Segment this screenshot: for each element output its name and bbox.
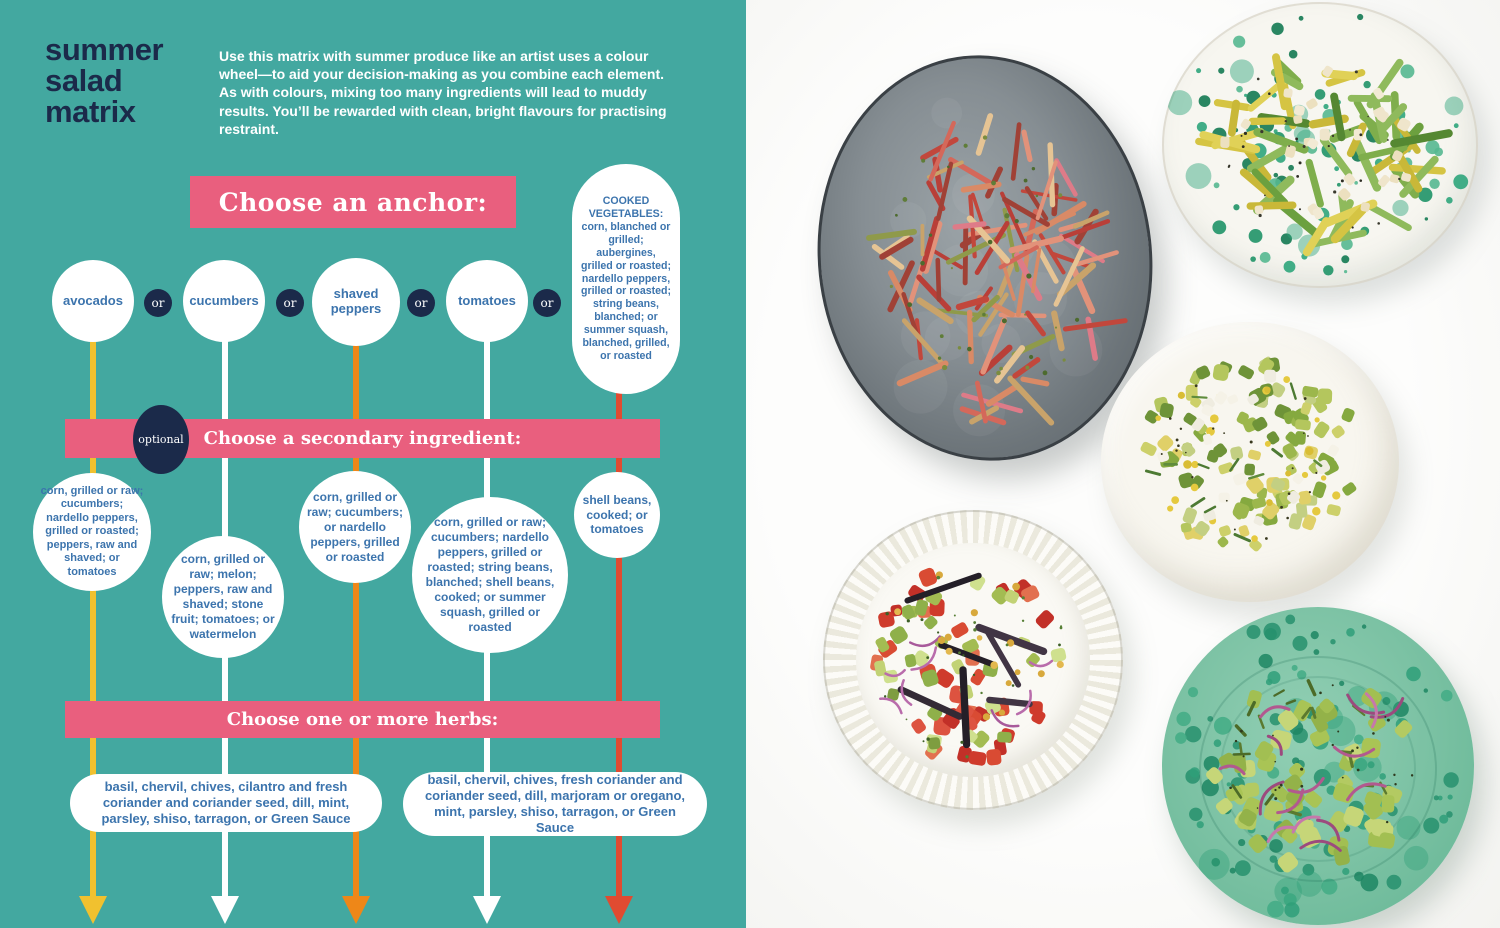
anchor-shaved-peppers: shaved peppers: [312, 258, 400, 346]
or-dot-4: or: [533, 289, 561, 317]
arrow-down-cooked-vegetables: [605, 896, 633, 924]
arrow-down-cucumbers: [211, 896, 239, 924]
choose-herbs-banner-label: Choose one or more herbs:: [226, 709, 499, 730]
arrow-down-shaved-peppers: [342, 896, 370, 924]
cooked-vegetables-body: corn, blanched or grilled; aubergines, g…: [580, 220, 672, 363]
secondary-shaved-peppers: corn, grilled or raw; cucumbers; or nard…: [299, 471, 411, 583]
or-dot-3: or: [407, 289, 435, 317]
anchor-avocados: avocados: [52, 260, 134, 342]
secondary-avocados: corn, grilled or raw; cucumbers; nardell…: [33, 473, 151, 591]
plate-graphic: [866, 97, 1128, 437]
optional-badge: optional: [133, 405, 189, 474]
photo-pepper-slaw-grey-platter: [797, 38, 1173, 478]
cooked-vegetables-heading: COOKED VEGETABLES:: [588, 195, 664, 220]
flow-line-avocados: [90, 300, 96, 898]
or-dot-2: or: [276, 289, 304, 317]
plate-graphic: [1167, 13, 1469, 276]
secondary-cucumbers: corn, grilled or raw; melon; peppers, ra…: [162, 536, 284, 658]
choose-herbs-banner: Choose one or more herbs:: [65, 701, 660, 738]
secondary-tomatoes: corn, grilled or raw; cucumbers; nardell…: [412, 497, 568, 653]
plate-graphic: [1175, 614, 1459, 918]
photo-cucumber-onion-salad-green-plate: [1162, 607, 1474, 925]
herbs-pill-left: basil, chervil, chives, cilantro and fre…: [70, 774, 382, 832]
flow-line-cooked-vegetables: [616, 378, 622, 898]
anchor-cooked-vegetables-text: COOKED VEGETABLES: corn, blanched or gri…: [579, 195, 673, 363]
anchor-tomatoes: tomatoes: [446, 260, 528, 342]
page-title: summer salad matrix: [45, 32, 164, 129]
photo-bean-salad-splatter-plate: [1162, 2, 1478, 288]
herbs-pill-right: basil, chervil, chives, fresh coriander …: [403, 772, 707, 836]
anchor-cucumbers: cucumbers: [183, 260, 265, 342]
arrow-down-avocados: [79, 896, 107, 924]
or-dot-1: or: [144, 289, 172, 317]
plate-graphic: [870, 567, 1067, 766]
flow-line-shaved-peppers: [353, 300, 359, 898]
anchor-cooked-vegetables: COOKED VEGETABLES: corn, blanched or gri…: [572, 164, 680, 394]
photo-page: [746, 0, 1500, 928]
photo-avocado-corn-feta-salad: [1101, 322, 1399, 602]
choose-anchor-banner-label: Choose an anchor:: [218, 187, 488, 217]
optional-badge-label: optional: [138, 433, 184, 446]
choose-secondary-banner-label: Choose a secondary ingredient:: [203, 428, 522, 449]
choose-anchor-banner: Choose an anchor:: [190, 176, 516, 228]
arrow-down-tomatoes: [473, 896, 501, 924]
photo-tomato-cucumber-salad-fluted-plate: [823, 510, 1123, 810]
matrix-page: summer salad matrix Use this matrix with…: [0, 0, 746, 928]
secondary-cooked-vegetables: shell beans, cooked; or tomatoes: [574, 472, 660, 558]
plate-graphic: [1140, 356, 1357, 552]
intro-paragraph: Use this matrix with summer produce like…: [219, 48, 667, 137]
